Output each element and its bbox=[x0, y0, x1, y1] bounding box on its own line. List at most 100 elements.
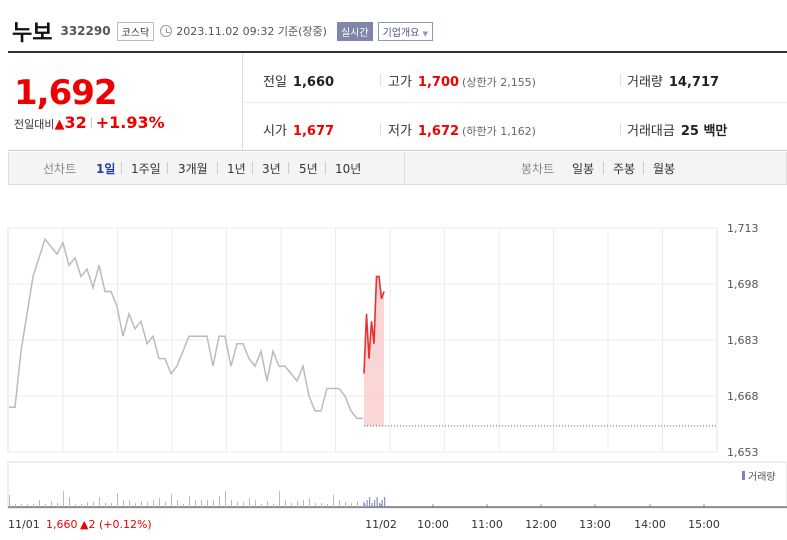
volume-bar bbox=[213, 500, 214, 507]
volume-bar bbox=[321, 503, 322, 507]
volume-bar bbox=[183, 504, 184, 507]
volume-bar bbox=[243, 502, 244, 507]
tab-3m[interactable]: 3개월 bbox=[178, 162, 208, 176]
volume-bar bbox=[381, 500, 383, 507]
divider bbox=[243, 102, 787, 103]
volume-bar bbox=[267, 501, 268, 507]
tab-monthly[interactable]: 월봉 bbox=[653, 162, 676, 176]
tab-3y[interactable]: 3년 bbox=[262, 162, 281, 176]
change-percent: +1.93% bbox=[95, 113, 165, 132]
volume-bar bbox=[225, 491, 226, 507]
series-area-today bbox=[364, 276, 384, 426]
change-label: 전일대비 bbox=[14, 118, 55, 131]
volume-bar bbox=[279, 491, 280, 507]
volume-bar bbox=[87, 502, 88, 507]
volume-bar bbox=[339, 500, 340, 507]
x-tick-label: 11:00 bbox=[471, 518, 503, 531]
volume-bar bbox=[207, 500, 208, 507]
volume-bar bbox=[291, 503, 292, 507]
tab-1d[interactable]: 1일 bbox=[96, 162, 116, 176]
volume-bar bbox=[201, 500, 202, 507]
low-value: 1,672 bbox=[417, 124, 460, 139]
volume-bar bbox=[57, 503, 58, 507]
volume-bar bbox=[249, 498, 250, 507]
lower-limit: (하한가 1,162) bbox=[462, 125, 536, 138]
x-tick-label: 12:00 bbox=[525, 518, 557, 531]
volume-bar bbox=[351, 503, 352, 507]
high-value: 1,700 bbox=[417, 75, 460, 90]
y-tick-label: 1,653 bbox=[727, 446, 759, 459]
stock-code: 332290 bbox=[60, 24, 111, 38]
candle-chart-label: 봉차트 bbox=[521, 162, 555, 176]
volume-bar bbox=[135, 503, 136, 507]
y-tick-label: 1,713 bbox=[727, 222, 759, 235]
divider bbox=[121, 162, 122, 174]
series-line-prev-day bbox=[9, 237, 363, 420]
volume-bar bbox=[195, 500, 196, 507]
volume-bar bbox=[364, 503, 366, 507]
volume-bar bbox=[9, 495, 10, 507]
open-value: 1,677 bbox=[292, 124, 335, 139]
trade-amount: 거래대금 25 백만 bbox=[627, 120, 727, 139]
x-tick-label: 15:00 bbox=[688, 518, 720, 531]
x-tick-label: 13:00 bbox=[579, 518, 611, 531]
divider bbox=[217, 162, 218, 174]
volume-bar bbox=[371, 503, 373, 507]
low-label: 저가 bbox=[388, 124, 412, 139]
volume-bar bbox=[219, 496, 220, 507]
high-label: 고가 bbox=[388, 75, 412, 90]
divider bbox=[620, 123, 621, 135]
volume-bar bbox=[363, 501, 364, 507]
volume-bar bbox=[147, 502, 148, 507]
divider bbox=[288, 162, 289, 174]
open-label: 시가 bbox=[263, 124, 287, 139]
x-tick-label: 11/02 bbox=[365, 518, 397, 531]
volume-legend-label: 거래량 bbox=[748, 471, 776, 483]
volume-bar bbox=[75, 504, 76, 507]
y-tick-label: 1,683 bbox=[727, 334, 759, 347]
clock-icon bbox=[160, 25, 173, 37]
volume-bar bbox=[39, 500, 40, 507]
volume-bar bbox=[63, 491, 64, 507]
volume-bar bbox=[15, 504, 16, 507]
tab-daily[interactable]: 일봉 bbox=[572, 162, 595, 176]
volume-bar bbox=[315, 503, 316, 507]
company-info-label: 기업개요 bbox=[382, 27, 420, 39]
amount-label: 거래대금 bbox=[627, 124, 675, 139]
company-info-dropdown[interactable]: 기업개요 ▼ bbox=[377, 21, 433, 41]
volume-bar bbox=[333, 495, 334, 507]
volume-bar bbox=[123, 500, 124, 507]
datetime: 2023.11.02 09:32 기준(장중) bbox=[176, 25, 327, 38]
stock-name: 누보 bbox=[12, 21, 53, 46]
volume: 거래량 14,717 bbox=[627, 71, 719, 90]
volume-bar bbox=[379, 503, 381, 507]
volume-bar bbox=[189, 496, 190, 507]
divider bbox=[603, 162, 604, 174]
divider bbox=[643, 162, 644, 174]
volume-bar bbox=[117, 493, 118, 507]
volume-bar bbox=[171, 494, 172, 507]
prev-day-change: ▲2 (+0.12%) bbox=[80, 518, 152, 531]
volume-bar bbox=[285, 500, 286, 507]
volume-bar bbox=[345, 502, 346, 507]
divider bbox=[90, 117, 92, 128]
prev-day-date: 11/01 bbox=[8, 518, 40, 531]
volume-bar bbox=[21, 504, 22, 507]
dropdown-arrow-icon: ▼ bbox=[422, 29, 428, 38]
volume-bar bbox=[237, 502, 238, 507]
up-triangle-icon: ▲ bbox=[54, 117, 65, 132]
divider bbox=[380, 74, 381, 86]
volume-bar bbox=[297, 501, 298, 507]
divider bbox=[167, 162, 168, 174]
tab-10y[interactable]: 10년 bbox=[335, 162, 362, 176]
tab-weekly[interactable]: 주봉 bbox=[613, 162, 636, 176]
prev-day-close: 1,660 bbox=[46, 518, 78, 531]
tab-1y[interactable]: 1년 bbox=[227, 162, 246, 176]
tab-5y[interactable]: 5년 bbox=[299, 162, 318, 176]
prev-close-value: 1,660 bbox=[292, 75, 335, 90]
volume-bar bbox=[81, 504, 82, 507]
realtime-button[interactable]: 실시간 bbox=[336, 21, 373, 41]
volume-bar bbox=[165, 502, 166, 507]
volume-bar bbox=[369, 497, 371, 507]
tab-1w[interactable]: 1주일 bbox=[131, 162, 161, 176]
